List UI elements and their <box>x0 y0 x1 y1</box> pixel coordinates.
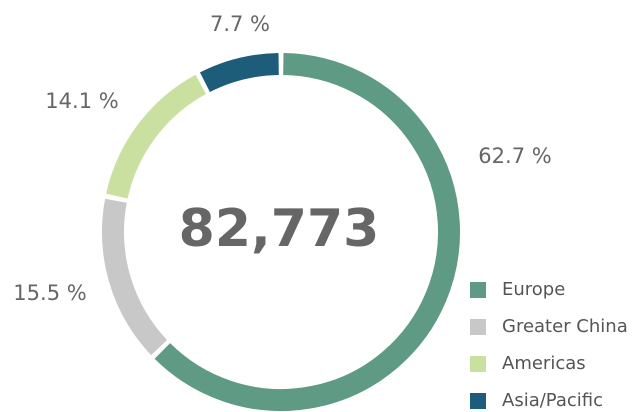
legend-label: Europe <box>502 279 565 300</box>
donut-segment <box>106 74 207 199</box>
legend-label: Greater China <box>502 316 628 337</box>
value-label: 7.7 % <box>210 12 270 36</box>
donut-segment <box>154 53 460 411</box>
center-total: 82,773 <box>179 199 380 259</box>
donut-segment <box>199 53 280 93</box>
legend-swatch <box>470 356 486 372</box>
legend-swatch <box>470 393 486 409</box>
value-label: 62.7 % <box>478 144 551 168</box>
donut-segment <box>102 198 168 356</box>
legend-label: Asia/Pacific <box>502 390 603 411</box>
legend-label: Americas <box>502 353 586 374</box>
legend-swatch <box>470 319 486 335</box>
value-label: 15.5 % <box>13 281 86 305</box>
legend-swatch <box>470 282 486 298</box>
value-label: 14.1 % <box>45 89 118 113</box>
